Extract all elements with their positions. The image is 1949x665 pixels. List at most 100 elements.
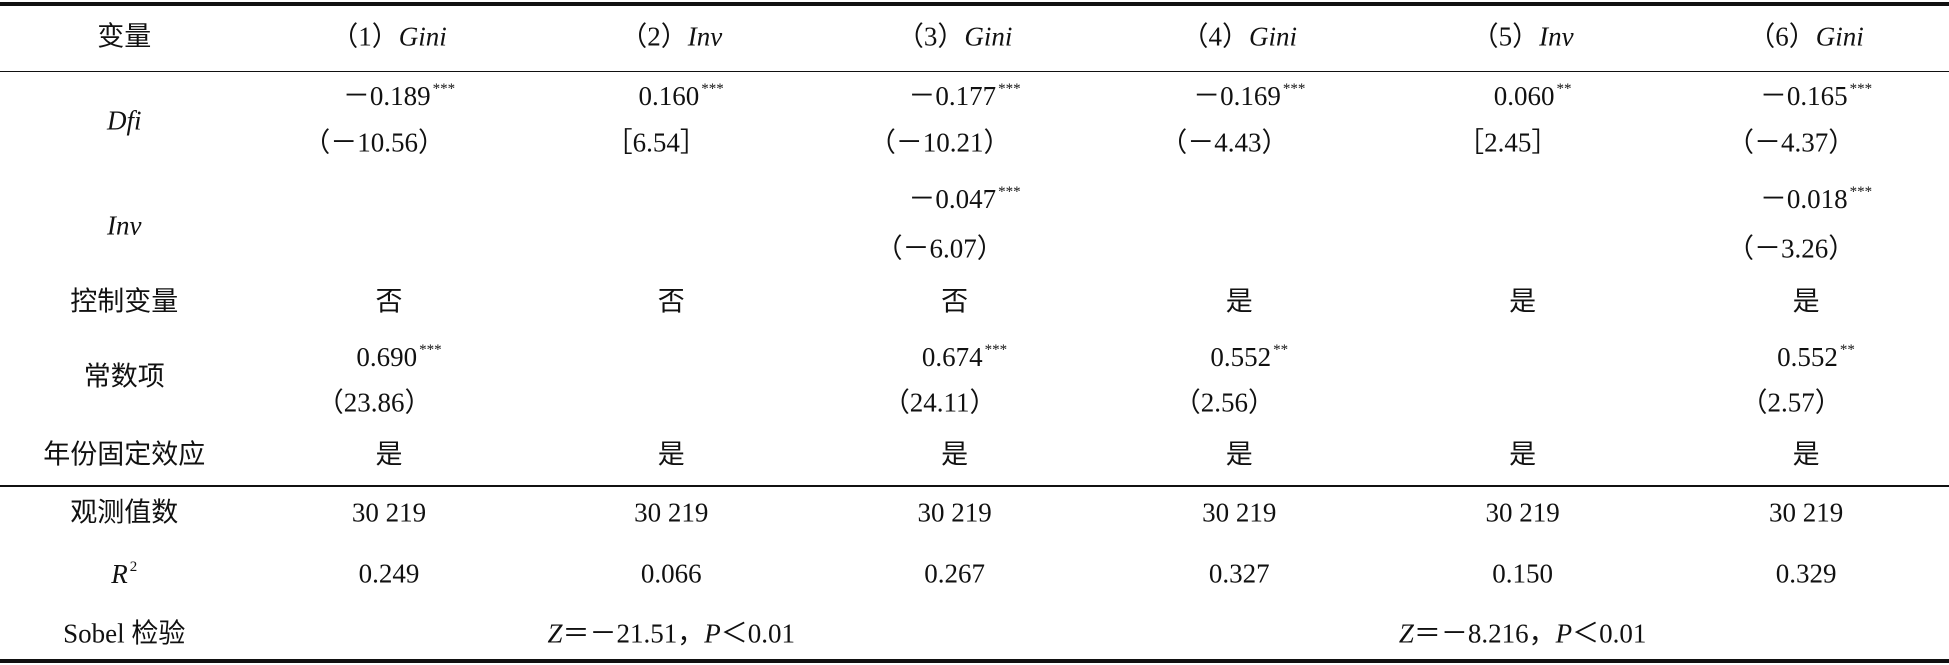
mid-rule bbox=[0, 485, 1949, 487]
column-number: （4） bbox=[1181, 21, 1249, 52]
cell: 是 bbox=[1792, 286, 1820, 317]
coefficient: －0.177 *** bbox=[908, 80, 1020, 111]
column-header: （3）Gini bbox=[896, 21, 1013, 52]
significance-stars: *** bbox=[1849, 80, 1873, 97]
column-number: （2） bbox=[620, 21, 688, 52]
cell: 是 bbox=[941, 439, 969, 470]
p-value: ＜0.01 bbox=[720, 618, 795, 649]
cell: 否 bbox=[941, 286, 969, 317]
significance-stars: *** bbox=[432, 80, 456, 97]
coef-value: －0.177 bbox=[908, 80, 997, 111]
coefficient: 0.690 *** bbox=[356, 341, 442, 372]
coef-value: 0.552 bbox=[1210, 341, 1272, 372]
column-name: Gini bbox=[1248, 21, 1298, 52]
column-name: Inv bbox=[1539, 21, 1574, 52]
coefficient: 0.674 *** bbox=[921, 341, 1008, 372]
column-header: （2）Inv bbox=[620, 21, 723, 52]
label-sup: 2 bbox=[129, 559, 138, 576]
p-value: ＜0.01 bbox=[1572, 618, 1647, 649]
test-statistic: （24.11） bbox=[882, 387, 997, 418]
coef-value: －0.018 bbox=[1759, 183, 1848, 214]
test-statistic: （－3.26） bbox=[1727, 233, 1856, 264]
coefficient: －0.047 *** bbox=[908, 183, 1020, 214]
row-label: Inv bbox=[107, 210, 142, 241]
row-label: 年份固定效应 bbox=[43, 439, 206, 470]
test-statistic: （2.56） bbox=[1173, 387, 1275, 418]
column-header: （4）Gini bbox=[1181, 21, 1298, 52]
cell: 是 bbox=[1792, 439, 1820, 470]
coefficient: －0.169 *** bbox=[1193, 80, 1305, 111]
coef-value: 0.552 bbox=[1777, 341, 1838, 372]
column-number: （1） bbox=[331, 21, 399, 52]
significance-stars: *** bbox=[984, 341, 1008, 358]
cell: 否 bbox=[375, 286, 403, 317]
test-statistic: （－6.07） bbox=[875, 233, 1004, 264]
z-symbol: Z bbox=[1398, 618, 1414, 649]
test-statistic: （－4.37） bbox=[1727, 127, 1856, 158]
sobel-test: Z＝－21.51，P＜0.01 bbox=[547, 620, 795, 647]
cell: 30 219 bbox=[351, 497, 427, 528]
column-header: （6）Gini bbox=[1748, 21, 1864, 52]
cell: 30 219 bbox=[1202, 497, 1277, 528]
cell: 0.150 bbox=[1492, 558, 1554, 589]
coefficient: －0.018 *** bbox=[1759, 183, 1873, 214]
coef-value: －0.165 bbox=[1759, 80, 1848, 111]
cell: 0.066 bbox=[640, 558, 702, 589]
row-label: 控制变量 bbox=[70, 286, 179, 317]
test-statistic: ［6.54］ bbox=[605, 127, 707, 158]
coef-value: －0.047 bbox=[908, 183, 997, 214]
coefficient: 0.552 ** bbox=[1210, 341, 1289, 372]
p-symbol: P bbox=[704, 618, 721, 649]
separator: ， bbox=[1528, 618, 1556, 649]
significance-stars: *** bbox=[1849, 183, 1873, 200]
top-rule bbox=[0, 2, 1949, 6]
column-number: （3） bbox=[896, 21, 965, 52]
test-statistic: （23.86） bbox=[316, 387, 432, 418]
cell: 30 219 bbox=[917, 497, 992, 528]
test-statistic: （－10.56） bbox=[303, 127, 445, 158]
coef-value: 0.160 bbox=[638, 80, 700, 111]
column-name: Inv bbox=[687, 21, 723, 52]
coef-value: 0.690 bbox=[356, 341, 418, 372]
cell: 是 bbox=[657, 439, 685, 470]
coef-value: －0.189 bbox=[342, 80, 431, 111]
row-label: 观测值数 bbox=[70, 497, 179, 528]
coefficient: 0.060 ** bbox=[1493, 80, 1572, 111]
coef-value: 0.674 bbox=[921, 341, 983, 372]
column-header: （5）Inv bbox=[1471, 21, 1574, 52]
cell: 30 219 bbox=[1485, 497, 1560, 528]
cell: 是 bbox=[1225, 286, 1253, 317]
header-corner: 变量 bbox=[97, 21, 152, 52]
coefficient: 0.552 ** bbox=[1777, 341, 1855, 372]
z-value: ＝－21.51 bbox=[562, 618, 678, 649]
cell: 0.329 bbox=[1775, 558, 1837, 589]
column-number: （5） bbox=[1471, 21, 1540, 52]
coefficient: －0.189 *** bbox=[342, 80, 456, 111]
p-symbol: P bbox=[1555, 618, 1573, 649]
significance-stars: *** bbox=[419, 341, 442, 358]
significance-stars: ** bbox=[1273, 341, 1289, 358]
cell: 30 219 bbox=[634, 497, 709, 528]
coefficient: －0.165 *** bbox=[1759, 80, 1873, 111]
row-label: Sobel 检验 bbox=[63, 618, 186, 649]
column-name: Gini bbox=[1815, 21, 1864, 52]
sobel-test: Z＝－8.216，P＜0.01 bbox=[1399, 620, 1647, 647]
column-number: （6） bbox=[1748, 21, 1816, 52]
coef-value: －0.169 bbox=[1193, 80, 1281, 111]
coef-value: 0.060 bbox=[1493, 80, 1555, 111]
cell: 0.327 bbox=[1208, 558, 1270, 589]
significance-stars: *** bbox=[701, 80, 724, 97]
cell: 是 bbox=[375, 439, 403, 470]
test-statistic: ［2.45］ bbox=[1457, 127, 1559, 158]
significance-stars: ** bbox=[1839, 341, 1855, 358]
coefficient: 0.160 *** bbox=[638, 80, 724, 111]
separator: ， bbox=[677, 618, 705, 649]
column-header: （1）Gini bbox=[331, 21, 447, 52]
bottom-rule bbox=[0, 659, 1949, 663]
label-base: R bbox=[111, 559, 128, 590]
row-label: 常数项 bbox=[83, 361, 165, 392]
column-name: Gini bbox=[398, 21, 447, 52]
cell: 是 bbox=[1509, 286, 1537, 317]
